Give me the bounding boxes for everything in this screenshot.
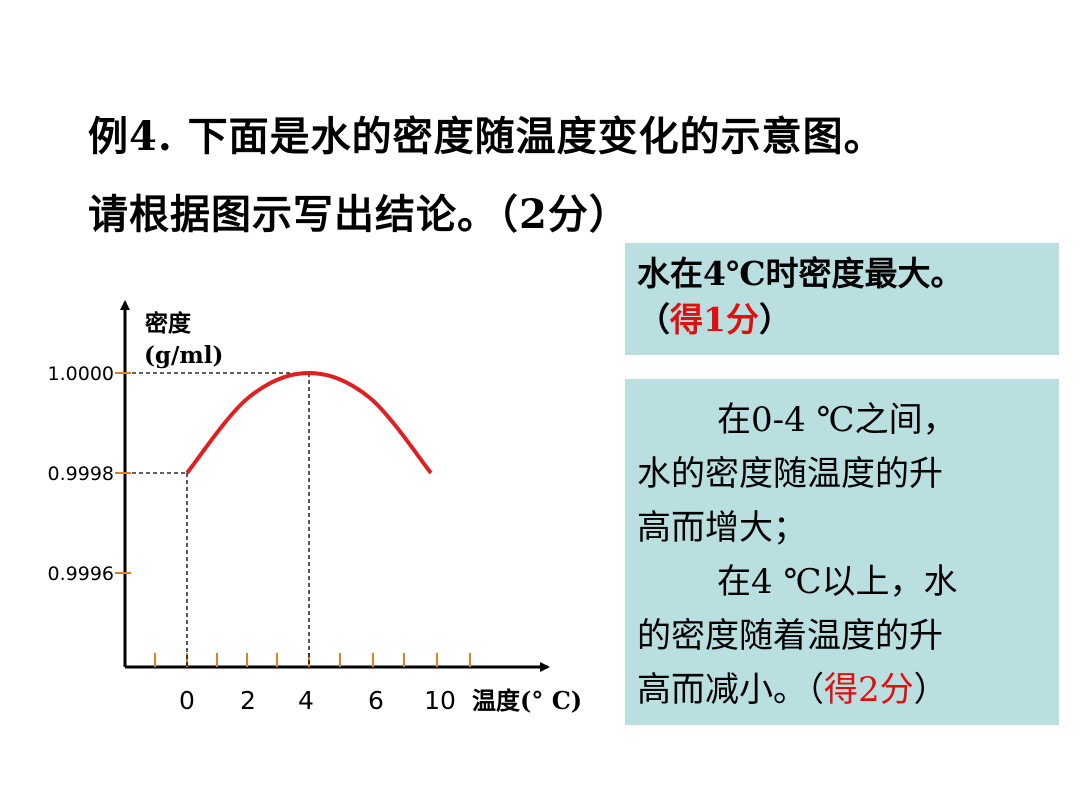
y-tick-label: 1.0000: [48, 363, 114, 385]
title-line-1: 例4. 下面是水的密度随温度变化的示意图。: [88, 113, 885, 160]
x-tick-labels: 0 2 4 6 10: [179, 686, 456, 715]
y-axis-label-line-1: 密度: [145, 310, 192, 337]
answer-1-close: ）: [758, 300, 792, 339]
answer-2-line-5: 的密度随着温度的升: [637, 616, 943, 656]
answer-1-text: 水在4℃时密度最大。 （得1分）: [637, 251, 964, 343]
answer-1-score: 得1分: [670, 300, 759, 339]
y-axis-label-line-2: (g/ml): [144, 342, 223, 369]
answer-box-2: 在0-4 ℃之间， 水的密度随温度的升 高而增大； 在4 ℃以上，水 的密度随着…: [625, 379, 1059, 725]
answer-2-line-2: 水的密度随温度的升: [637, 454, 943, 494]
x-minor-ticks: [154, 653, 471, 667]
x-axis-label: 温度(° C): [472, 686, 582, 715]
answer-1-open: （: [637, 300, 670, 339]
answer-2-line-4: 在4 ℃以上，水: [637, 555, 957, 609]
answer-2-score: 得2分: [824, 670, 914, 710]
y-tick-label: 0.9996: [48, 563, 114, 585]
guide-lines: [125, 372, 310, 667]
y-tick-label: 0.9998: [48, 463, 114, 485]
answer-2-line-3: 高而增大；: [637, 508, 807, 548]
answer-2-line-1: 在0-4 ℃之间，: [637, 393, 957, 447]
answer-2-line-4-text: 在4 ℃以上，水: [717, 562, 958, 602]
answer-box-1: 水在4℃时密度最大。 （得1分）: [625, 243, 1059, 355]
x-tick-label: 10: [424, 686, 456, 715]
x-tick-label: 6: [368, 686, 384, 715]
y-ticks: 1.0000 0.9998 0.9996: [48, 363, 131, 585]
title-line-2: 请根据图示写出结论。（2分）: [88, 191, 630, 238]
answer-2-text: 在0-4 ℃之间， 水的密度随温度的升 高而增大； 在4 ℃以上，水 的密度随着…: [637, 393, 957, 717]
x-tick-label: 4: [298, 686, 314, 715]
answer-1-line-1: 水在4℃时密度最大。: [637, 254, 964, 293]
answer-1-line-2: （得1分）: [637, 297, 964, 343]
x-tick-label: 2: [240, 686, 256, 715]
x-tick-label: 0: [179, 686, 195, 715]
density-chart: 1.0000 0.9998 0.9996 密度 (g/ml) 0 2 4 6 10 温度(°…: [48, 300, 582, 715]
answer-2-line-6: 高而减小。（得2分）: [637, 663, 957, 717]
answer-2-line-6-text: 高而减小。（: [637, 670, 824, 710]
answer-2-line-1-text: 在0-4 ℃之间，: [717, 400, 957, 440]
density-curve: [185, 370, 433, 475]
answer-2-close: ）: [913, 670, 948, 710]
